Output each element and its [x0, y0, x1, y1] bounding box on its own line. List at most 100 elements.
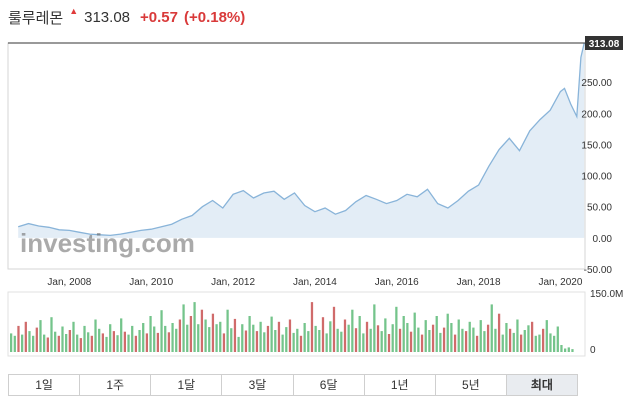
x-tick-label: Jan, 2010: [129, 277, 173, 288]
volume-bar: [288, 319, 292, 352]
volume-bar: [545, 320, 548, 352]
volume-axis-ticks: 150.0M 0: [590, 289, 623, 356]
range-tab[interactable]: 6달: [293, 375, 365, 395]
volume-bar: [541, 328, 545, 352]
volume-bar: [428, 330, 431, 352]
volume-bar: [175, 328, 178, 352]
volume-bar: [479, 320, 482, 352]
price-chart[interactable]: investing.com 250.00 200.00 150.00 100.00 50…: [0, 0, 633, 370]
volume-bar: [138, 330, 141, 352]
volume-bar: [472, 327, 475, 352]
volume-bar: [153, 326, 156, 352]
volume-bar: [358, 316, 361, 352]
y-tick-label: 50.00: [587, 203, 612, 214]
volume-bar: [483, 331, 486, 352]
range-tab[interactable]: 5년: [435, 375, 507, 395]
volume-bar: [39, 320, 42, 352]
x-tick-label: Jan, 2014: [293, 277, 337, 288]
up-arrow-icon: ▲: [69, 6, 79, 16]
volume-bar: [292, 332, 295, 352]
volume-bar: [189, 316, 193, 352]
range-tab[interactable]: 1년: [364, 375, 436, 395]
price-tag: 313.08: [589, 39, 620, 50]
volume-bar: [171, 323, 174, 352]
volume-bar: [94, 319, 97, 352]
volume-bar: [395, 306, 398, 352]
volume-bar: [222, 333, 226, 352]
volume-bar: [87, 332, 90, 352]
volume-bar: [50, 317, 53, 352]
volume-bar: [343, 319, 347, 352]
volume-bar: [134, 335, 138, 352]
quote-header: 룰루레몬 ▲ 313.08 +0.57 (+0.18%): [8, 6, 245, 28]
volume-bar: [556, 326, 559, 352]
volume-bar: [534, 335, 537, 352]
y-tick-label: 0.00: [593, 234, 613, 245]
volume-bar: [571, 349, 574, 352]
volume-bar: [439, 332, 442, 352]
volume-bar: [54, 331, 57, 352]
volume-bar: [365, 321, 369, 352]
volume-bar: [149, 316, 152, 352]
volume-bar: [567, 347, 570, 352]
volume-bar: [68, 330, 71, 352]
volume-bar: [314, 325, 317, 352]
volume-bar: [329, 321, 332, 352]
volume-bar: [259, 321, 262, 352]
range-tab[interactable]: 1일: [9, 375, 81, 395]
volume-bar: [307, 331, 310, 352]
range-tab[interactable]: 1주: [80, 375, 152, 395]
range-tab[interactable]: 최대: [506, 375, 577, 395]
volume-bar: [442, 327, 446, 352]
volume-bar: [79, 338, 82, 352]
volume-bar: [76, 334, 79, 352]
volume-bar: [112, 331, 115, 352]
volume-bar: [211, 313, 215, 352]
volume-bar: [402, 316, 405, 352]
volume-bar: [560, 345, 563, 352]
volume-bar: [131, 325, 134, 352]
volume-bar: [409, 331, 413, 352]
last-price: 313.08: [84, 8, 131, 26]
x-tick-label: Jan, 2016: [375, 277, 419, 288]
volume-bar: [57, 335, 60, 352]
volume-bar: [65, 334, 68, 352]
volume-tick-label: 150.0M: [590, 289, 623, 300]
volume-bar: [46, 337, 49, 352]
volume-bar: [248, 316, 251, 352]
volume-bar: [453, 334, 457, 352]
volume-bar: [28, 331, 31, 352]
price-area-fill: [18, 43, 585, 238]
y-tick-label: 150.00: [581, 140, 612, 151]
volume-bar: [83, 325, 86, 352]
volume-bar: [420, 334, 424, 352]
volume-bar: [406, 323, 409, 352]
price-area-layer: [18, 42, 585, 238]
volume-bar: [233, 318, 237, 352]
volume-bar: [336, 328, 339, 352]
volume-bar: [413, 312, 416, 352]
volume-bar: [464, 331, 468, 352]
volume-bar: [61, 326, 64, 352]
price-line: [18, 42, 585, 237]
volume-bar: [318, 330, 321, 352]
y-tick-label: 200.00: [581, 109, 612, 120]
volume-bar: [281, 334, 284, 352]
range-tab[interactable]: 3달: [222, 375, 294, 395]
volume-bar: [32, 335, 35, 352]
instrument-name: 룰루레몬: [8, 9, 64, 27]
watermark-text: investing.com: [20, 228, 195, 258]
range-tabs: 1일 1주 1달 3달 6달 1년 5년 최대: [8, 374, 578, 396]
volume-bar: [17, 325, 20, 352]
volume-bar: [226, 309, 229, 352]
volume-bar: [461, 328, 464, 352]
range-tab[interactable]: 1달: [151, 375, 223, 395]
volume-bar: [523, 330, 526, 352]
volume-bar: [197, 324, 200, 352]
volume-bar: [380, 331, 383, 352]
volume-bar: [398, 328, 402, 352]
volume-bar: [384, 318, 387, 352]
y-axis-ticks: 250.00 200.00 150.00 100.00 50.00 0.00 -50.00: [581, 78, 612, 276]
volume-bar: [424, 320, 427, 352]
volume-bar: [241, 324, 244, 352]
